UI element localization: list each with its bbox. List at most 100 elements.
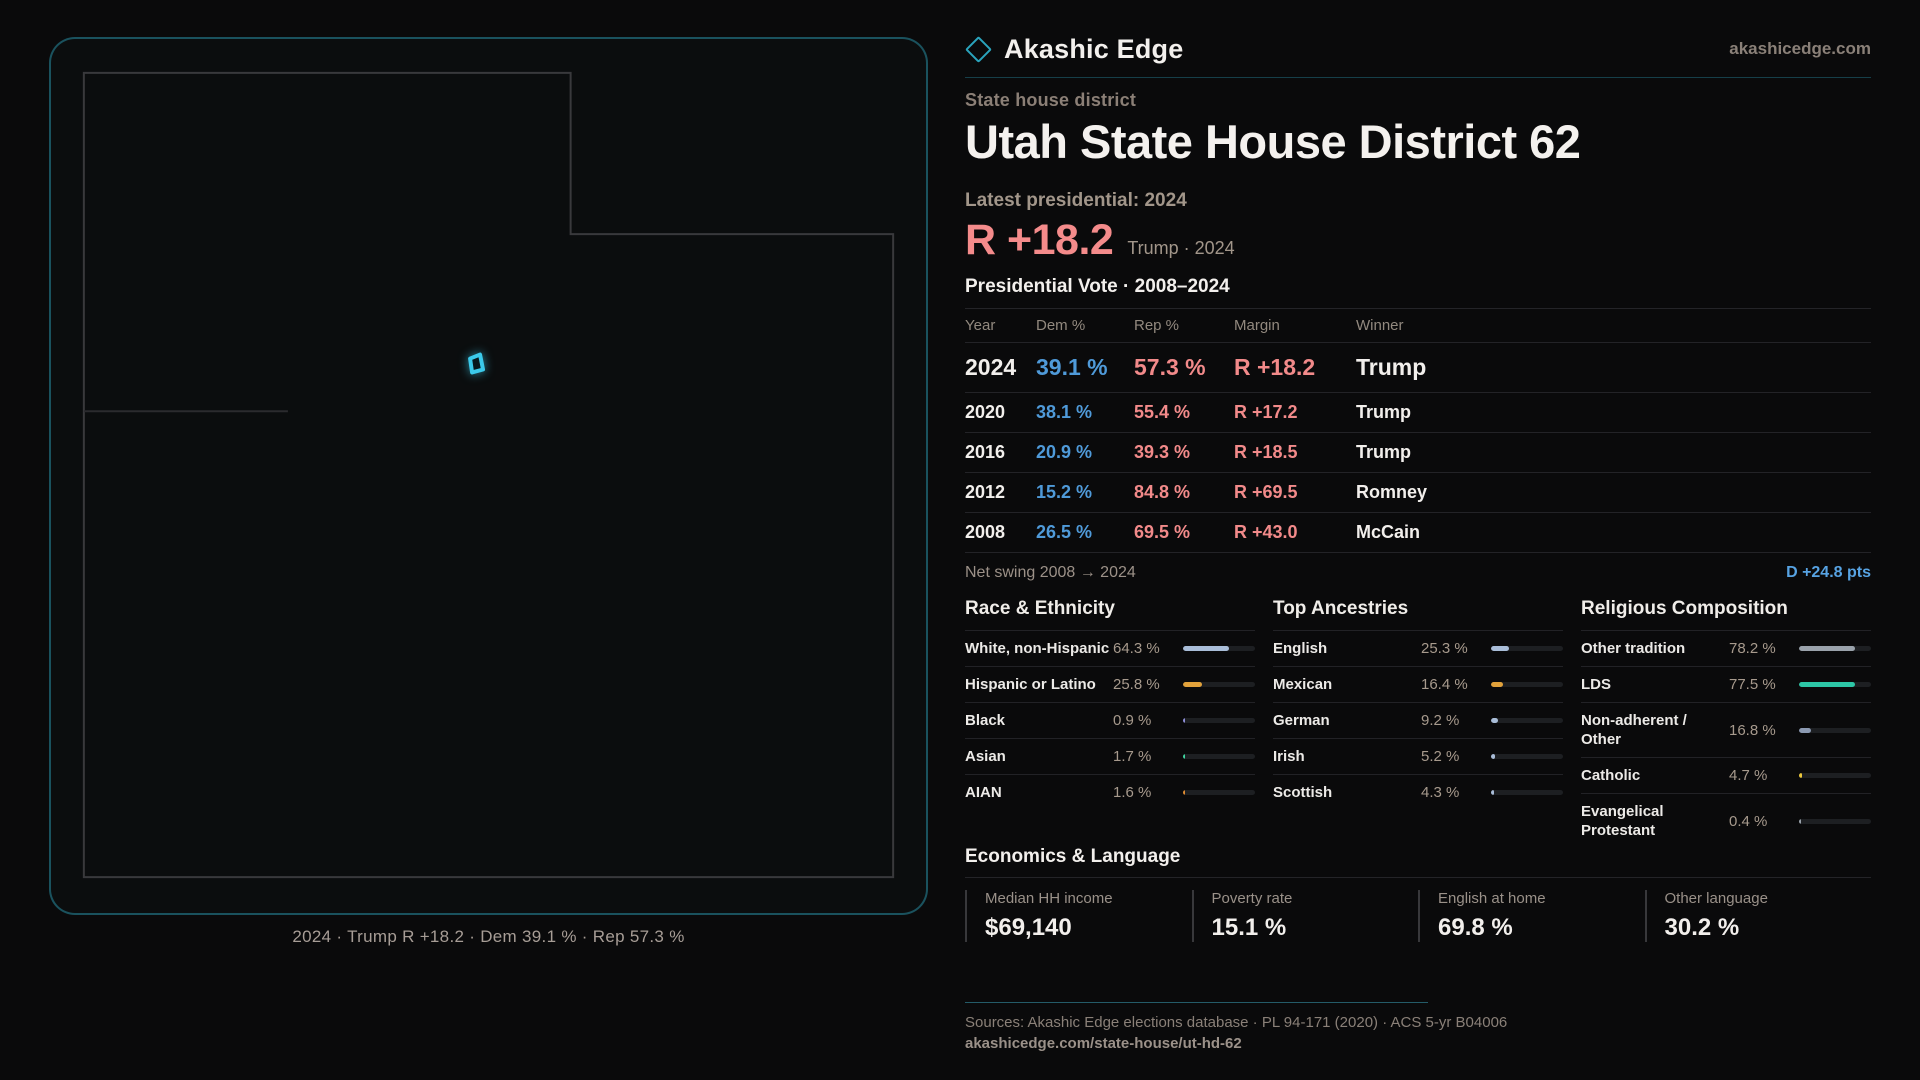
demographic-bar-fill <box>1799 682 1855 687</box>
vote-winner: McCain <box>1356 522 1421 542</box>
demographic-value: 16.8 % <box>1729 721 1776 739</box>
demographic-row: English 25.3 % <box>1273 630 1563 666</box>
demographic-bar-track <box>1491 646 1563 651</box>
vote-winner: Romney <box>1356 482 1428 502</box>
demographic-bar-track <box>1799 682 1871 687</box>
demographic-value: 0.9 % <box>1113 712 1152 729</box>
economics-section: Economics & Language Median HH income $69… <box>965 846 1871 942</box>
demographic-value: 1.6 % <box>1113 784 1152 801</box>
demographic-bar-track <box>1799 646 1871 651</box>
vote-rep-pct: 39.3 % <box>1134 442 1191 462</box>
vote-year: 2020 <box>965 402 1006 422</box>
economics-card-value: 15.1 % <box>1211 914 1287 941</box>
demographic-value: 4.7 % <box>1729 767 1768 784</box>
economics-card-label: Poverty rate <box>1211 890 1293 907</box>
economics-card: Median HH income $69,140 <box>965 890 1192 942</box>
demographic-bar-fill <box>1491 682 1503 687</box>
vote-table-column-header: Margin <box>1234 317 1280 334</box>
vote-margin: R +43.0 <box>1234 522 1298 542</box>
economics-card-value: 69.8 % <box>1438 914 1513 941</box>
demographic-label: Hispanic or Latino <box>965 676 1096 693</box>
brand-name: Akashic Edge <box>1004 33 1184 64</box>
district-report: Akashic Edge akashicedge.com State house… <box>965 0 1871 1080</box>
demographic-value: 25.3 % <box>1421 640 1468 657</box>
latest-presidential-label: Latest presidential: 2024 <box>965 190 1187 211</box>
demographic-bar-fill <box>1183 754 1186 759</box>
demographic-row: LDS 77.5 % <box>1581 666 1871 702</box>
demographic-row: Irish 5.2 % <box>1273 738 1563 774</box>
demographic-bar-track <box>1491 790 1563 795</box>
demographics-column-title: Race & Ethnicity <box>965 598 1115 619</box>
demographic-bar-fill <box>1799 773 1803 778</box>
vote-rep-pct: 55.4 % <box>1134 402 1191 422</box>
demographic-bar-track <box>1183 682 1255 687</box>
demographic-row: Mexican 16.4 % <box>1273 666 1563 702</box>
demographic-label: Asian <box>965 748 1006 765</box>
vote-dem-pct: 39.1 % <box>1036 354 1108 380</box>
economics-divider <box>965 877 1871 878</box>
brand-domain-link[interactable]: akashicedge.com <box>1729 39 1871 58</box>
economics-card-label: English at home <box>1438 890 1546 907</box>
sources-text: Sources: Akashic Edge elections database… <box>965 1014 1508 1031</box>
headline-margin-sub: Trump · 2024 <box>1127 238 1235 258</box>
demographic-bar-track <box>1491 682 1563 687</box>
vote-table-column-header: Winner <box>1356 317 1404 334</box>
demographic-bar-track <box>1799 727 1871 733</box>
demographics-column-title: Religious Composition <box>1581 598 1788 619</box>
permalink[interactable]: akashicedge.com/state-house/ut-hd-62 <box>965 1035 1242 1052</box>
demographic-value: 9.2 % <box>1421 712 1460 729</box>
vote-table-row: 2020 38.1 % 55.4 % R +17.2 Trump <box>965 393 1871 433</box>
vote-winner: Trump <box>1356 402 1412 422</box>
demographic-row: Catholic 4.7 % <box>1581 757 1871 793</box>
demographic-bar-fill <box>1799 818 1802 824</box>
map-caption: 2024 · Trump R +18.2 · Dem 39.1 % · Rep … <box>292 927 685 946</box>
vote-rep-pct: 57.3 % <box>1134 354 1206 380</box>
demographic-label: Catholic <box>1581 767 1641 784</box>
demographic-bar-fill <box>1183 790 1186 795</box>
demographic-row: Other tradition 78.2 % <box>1581 630 1871 666</box>
demographics-column: Top Ancestries English 25.3 % Mexican 16.4 %… <box>1273 598 1563 848</box>
vote-dem-pct: 20.9 % <box>1036 442 1093 462</box>
demographic-label: Irish <box>1273 748 1305 765</box>
demographic-value: 0.4 % <box>1729 812 1768 830</box>
vote-table-row: 2024 39.1 % 57.3 % R +18.2 Trump <box>965 343 1871 393</box>
demographic-bar-fill <box>1799 727 1812 733</box>
demographic-label: English <box>1273 640 1328 657</box>
district-map-panel <box>49 37 928 915</box>
net-swing-row: Net swing 2008 → 2024 D +24.8 pts <box>965 553 1871 582</box>
vote-rep-pct: 84.8 % <box>1134 482 1191 502</box>
economics-card-label: Median HH income <box>985 890 1113 907</box>
demographic-value: 4.3 % <box>1421 784 1460 801</box>
vote-dem-pct: 15.2 % <box>1036 482 1093 502</box>
diamond-icon <box>965 35 992 63</box>
demographic-bar-fill <box>1183 646 1230 651</box>
demographic-bar-track <box>1799 818 1871 824</box>
demographic-label: LDS <box>1581 676 1611 693</box>
demographic-bar-track <box>1183 790 1255 795</box>
vote-table-column-header: Year <box>965 317 996 334</box>
vote-margin: R +18.2 <box>1234 354 1316 380</box>
vote-year: 2012 <box>965 482 1006 502</box>
demographic-value: 64.3 % <box>1113 640 1160 657</box>
footer: Sources: Akashic Edge elections database… <box>965 1002 1871 1052</box>
vote-dem-pct: 26.5 % <box>1036 522 1093 542</box>
vote-table-row: 2008 26.5 % 69.5 % R +43.0 McCain <box>965 513 1871 553</box>
demographic-bar-track <box>1183 718 1255 723</box>
demographic-value: 77.5 % <box>1729 676 1776 693</box>
demographic-row: Black 0.9 % <box>965 702 1255 738</box>
kicker: State house district <box>965 90 1137 110</box>
demographic-row: Scottish 4.3 % <box>1273 774 1563 810</box>
demographics-column: Race & Ethnicity White, non-Hispanic 64.3 … <box>965 598 1255 848</box>
vote-table-row: 2012 15.2 % 84.8 % R +69.5 Romney <box>965 473 1871 513</box>
demographic-row: German 9.2 % <box>1273 702 1563 738</box>
demographics-column-title: Top Ancestries <box>1273 598 1409 619</box>
vote-table-header-row: Year Dem % Rep % Margin Winner <box>965 309 1871 343</box>
demographic-bar-fill <box>1799 646 1856 651</box>
demographic-bar-fill <box>1491 754 1495 759</box>
economics-card: English at home 69.8 % <box>1418 890 1645 942</box>
page-title: Utah State House District 62 <box>965 115 1581 168</box>
demographic-bar-track <box>1491 754 1563 759</box>
demographic-label: White, non-Hispanic <box>965 640 1110 657</box>
demographic-bar-track <box>1799 773 1871 778</box>
presidential-vote-section: Presidential Vote · 2008–2024 Year Dem % R… <box>965 276 1871 582</box>
